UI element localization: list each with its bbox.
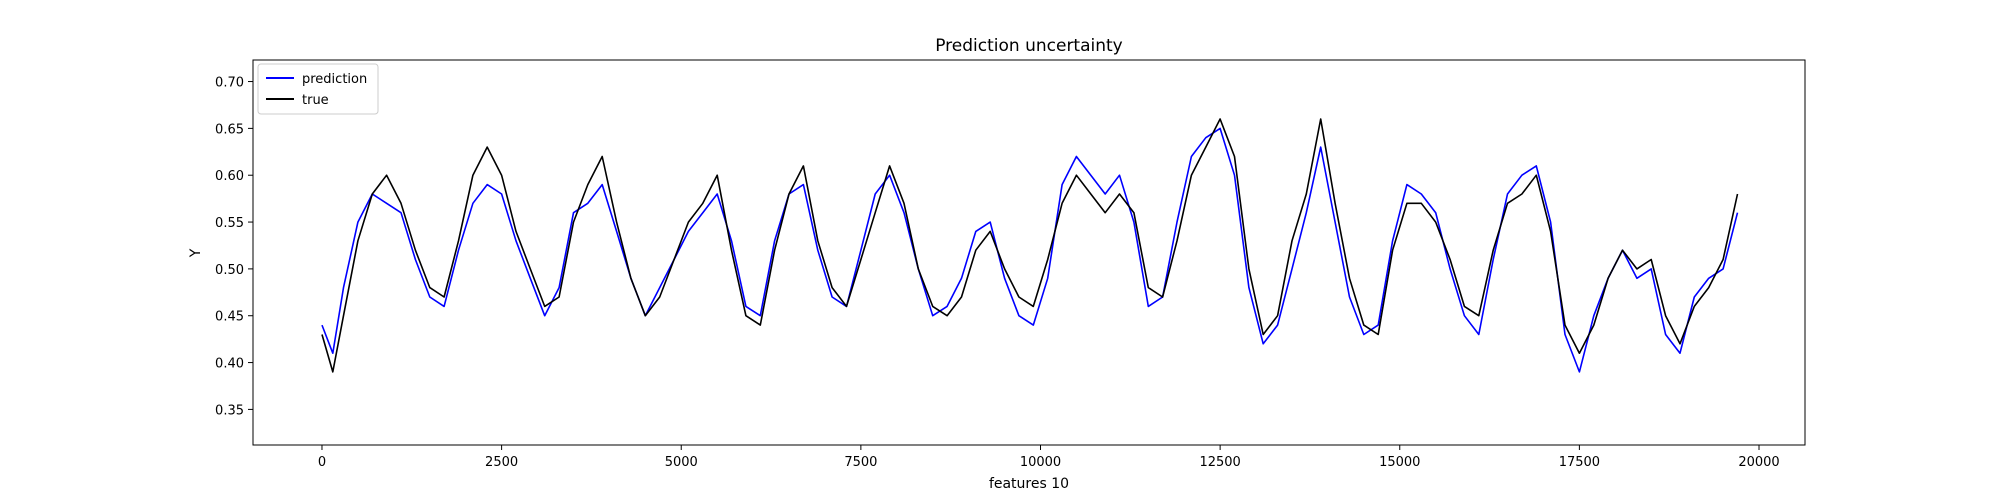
x-tick-label: 10000 <box>1020 455 1061 470</box>
y-tick-label: 0.65 <box>215 122 244 137</box>
y-axis: 0.35 0.40 0.45 0.50 0.55 0.60 0.65 0.70 <box>215 76 253 418</box>
y-tick-label: 0.40 <box>215 357 244 372</box>
x-tick-label: 15000 <box>1379 455 1420 470</box>
x-tick-label: 7500 <box>844 455 877 470</box>
legend-box <box>257 63 379 115</box>
x-tick-label: 2500 <box>485 455 518 470</box>
y-tick-label: 0.70 <box>215 76 244 91</box>
y-axis-label: Y <box>188 248 204 258</box>
axes-frame <box>252 59 1806 446</box>
y-tick-label: 0.50 <box>215 263 244 278</box>
y-tick-label: 0.35 <box>215 403 244 418</box>
legend: prediction true <box>257 63 379 115</box>
series-line-true <box>321 118 1739 373</box>
legend-label-prediction: prediction <box>302 72 367 87</box>
legend-label-true: true <box>302 93 329 108</box>
chart-title: Prediction uncertainty <box>935 36 1123 56</box>
y-tick-label: 0.45 <box>215 310 244 325</box>
y-tick-label: 0.60 <box>215 169 244 184</box>
x-axis: 0 2500 5000 7500 10000 12500 15000 17500 20000 <box>318 445 1780 470</box>
x-axis-label: features 10 <box>989 476 1069 492</box>
plot-area <box>252 59 1806 446</box>
y-tick-label: 0.55 <box>215 216 244 231</box>
x-tick-label: 20000 <box>1738 455 1779 470</box>
x-tick-label: 5000 <box>665 455 698 470</box>
x-tick-label: 17500 <box>1559 455 1600 470</box>
series-layer <box>321 118 1739 373</box>
x-tick-label: 12500 <box>1199 455 1240 470</box>
x-tick-label: 0 <box>318 455 326 470</box>
